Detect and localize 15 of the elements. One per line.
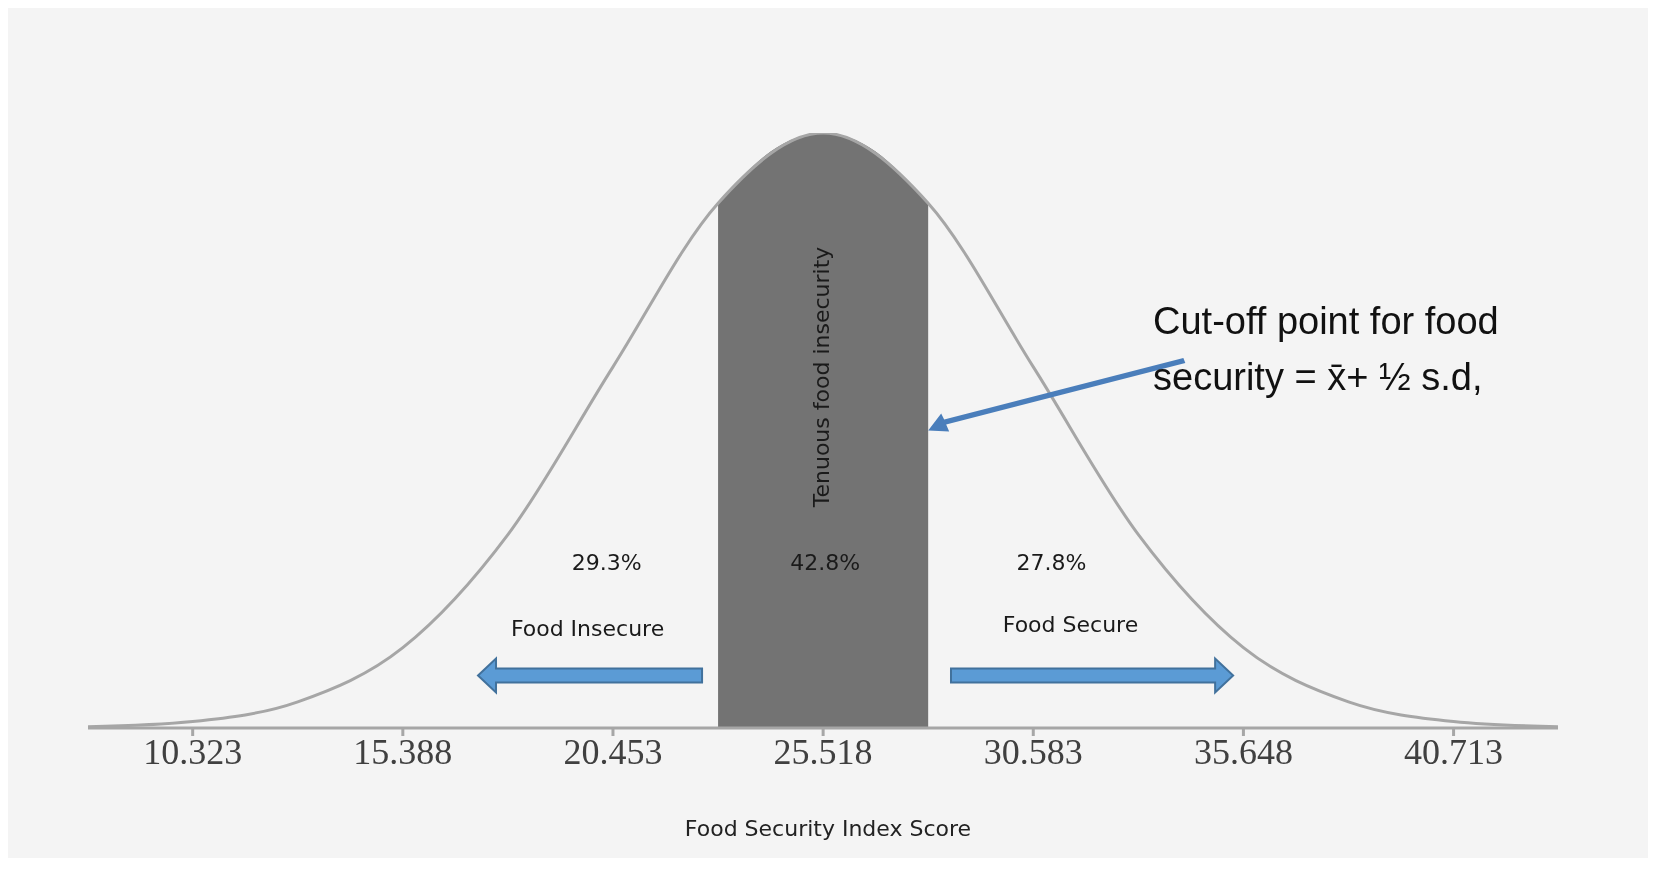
x-tick-label: 40.713 [1404,731,1504,772]
x-tick-label: 25.518 [773,731,873,772]
annotation: 42.8% [790,549,861,575]
annotation: Food Insecure [510,615,665,641]
x-tick-label: 15.388 [353,731,453,772]
x-tick-label: 30.583 [983,731,1083,772]
x-axis-title: Food Security Index Score [683,816,973,841]
annotation: 29.3% [571,549,642,575]
annotation: Food Secure [1002,611,1139,637]
annotation: Cut-off point for food security = x̄+ ½ s.d, [1153,299,1500,400]
x-tick-label: 20.453 [563,731,663,772]
x-tick-label: 10.323 [143,731,243,772]
annotation: Tenuous food insecurity [809,246,835,509]
annotation: 27.8% [1016,549,1087,575]
x-tick-label: 35.648 [1193,731,1293,772]
